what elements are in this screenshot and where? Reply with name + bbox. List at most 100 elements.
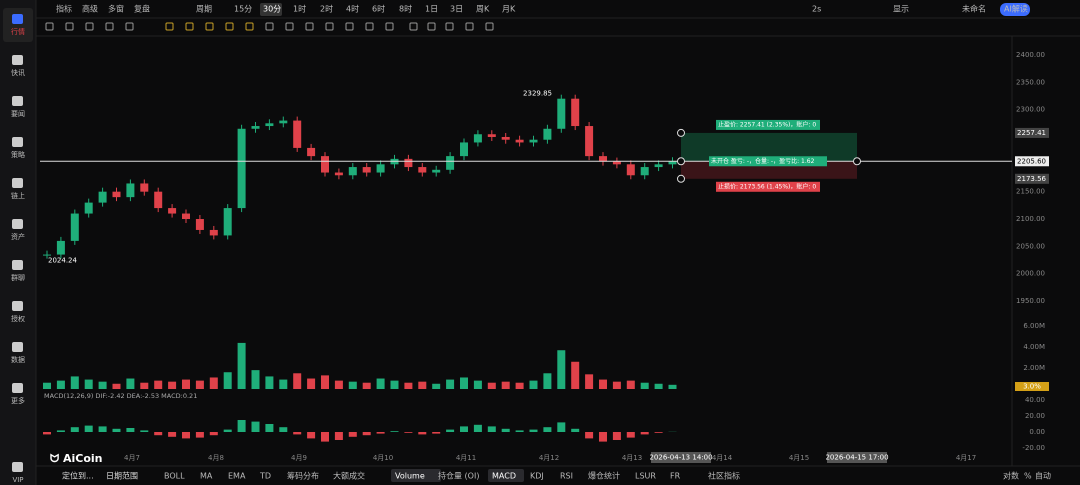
tool-icon[interactable] [165,22,174,31]
toolbar-right[interactable]: AI解读 [1004,4,1028,14]
period-button[interactable]: 1时 [293,4,306,14]
indicator-button[interactable]: FR [670,472,681,481]
macd-bar [557,422,566,432]
x-tick-label: 4月9 [291,454,307,462]
x-tick-label: 4月15 [789,454,809,462]
period-button[interactable]: 2时 [320,4,333,14]
volume-tick-label: 2.00M [1023,364,1045,372]
tool-icon[interactable] [125,22,134,31]
indicator-button[interactable]: BOLL [164,472,185,481]
sidebar-label[interactable]: 数据 [11,355,25,364]
x-tick-label: 4月12 [539,454,559,462]
indicator-button[interactable]: 筹码分布 [287,471,319,481]
tool-icon[interactable] [45,22,54,31]
tool-icon[interactable] [65,22,74,31]
indicator-button[interactable]: MA [200,472,213,481]
volume-bar [182,379,190,389]
indicator-button[interactable]: MACD [492,472,516,481]
axis-option[interactable]: % [1024,472,1032,481]
sidebar-label[interactable]: 行情 [11,27,25,36]
candle [640,167,649,176]
sidebar-icon [12,55,23,65]
sidebar-label[interactable]: 群聊 [11,273,25,282]
toolbar-right[interactable]: 2s [812,5,821,14]
toolbar-button[interactable]: 复盘 [134,4,150,14]
sidebar-label[interactable]: 资产 [11,232,25,241]
candle [362,167,371,173]
toolbar-right[interactable]: 显示 [893,5,909,14]
handle[interactable] [677,128,685,137]
indicator-button[interactable]: EMA [228,472,246,481]
indicator-button[interactable]: 大额成交 [333,471,365,481]
handle[interactable] [853,157,861,166]
active-indicator [391,469,441,482]
period-button[interactable]: 30分 [263,5,281,14]
tool-icon[interactable] [409,22,418,31]
y-tick-label: 2300.00 [1016,106,1045,114]
indicator-button[interactable]: Volume [395,472,425,481]
indicator-button[interactable]: RSI [560,472,573,481]
tool-icon[interactable] [485,22,494,31]
x-tick-label: 4月11 [456,454,476,462]
axis-option[interactable]: 自动 [1035,471,1051,481]
tool-icon[interactable] [285,22,294,31]
toolbar-button[interactable]: 指标 [56,4,72,14]
sidebar-label[interactable]: 更多 [11,396,25,405]
tool-icon[interactable] [85,22,94,31]
period-button[interactable]: 周K [476,5,490,14]
volume-bar [390,380,399,389]
toolbar-button[interactable]: 周期 [196,5,212,14]
toolbar-button[interactable]: 多窗 [108,4,124,14]
candle [154,191,163,209]
indicator-button[interactable]: TD [259,472,271,481]
sidebar-label[interactable]: 链上 [11,191,25,200]
period-button[interactable]: 6时 [372,4,385,14]
bottom-left[interactable]: 定位到... [62,471,94,481]
handle[interactable] [677,157,685,166]
y-tick-label: 2100.00 [1016,215,1045,223]
handle[interactable] [677,174,685,183]
indicator-button[interactable]: 社区指标 [708,471,740,481]
tool-icon[interactable] [185,22,194,31]
tool-icon[interactable] [105,22,114,31]
tool-icon[interactable] [325,22,334,31]
indicator-button[interactable]: LSUR [635,472,656,481]
volume-bar [640,382,649,389]
tool-icon[interactable] [245,22,254,31]
indicator-button[interactable]: KDJ [530,472,544,481]
tool-icon[interactable] [305,22,314,31]
tool-icon[interactable] [385,22,394,31]
period-button[interactable]: 8时 [399,4,412,14]
volume-bar [376,378,385,389]
sidebar-label[interactable]: VIP [12,476,23,484]
tool-icon[interactable] [225,22,234,31]
sidebar-label[interactable]: 要闻 [11,109,25,118]
toolbar-button[interactable]: 高级 [82,4,98,14]
tool-icon[interactable] [265,22,274,31]
axis-option[interactable]: 对数 [1003,471,1019,481]
candle [557,98,566,129]
sl-label: 止损价: 2173.56 (1.45%)，账户: 0 [718,182,816,190]
tool-icon[interactable] [365,22,374,31]
tool-icon[interactable] [205,22,214,31]
tool-icon[interactable] [445,22,454,31]
indicator-button[interactable]: 持仓量 (OI) [438,471,479,481]
bottom-left[interactable]: 日期范围 [106,471,138,481]
tool-icon[interactable] [427,22,436,31]
tool-icon[interactable] [465,22,474,31]
macd-bar [501,428,510,432]
period-button[interactable]: 1日 [425,5,438,14]
sidebar-label[interactable]: 快讯 [11,68,25,77]
tool-icon[interactable] [345,22,354,31]
sidebar-label[interactable]: 策略 [11,150,25,159]
period-button[interactable]: 4时 [346,4,359,14]
indicator-button[interactable]: 爆仓统计 [588,471,620,481]
period-button[interactable]: 月K [502,5,516,14]
crosshair-box [651,452,711,463]
sidebar-label[interactable]: 授权 [11,314,25,323]
period-button[interactable]: 15分 [234,5,252,14]
sidebar-icon [12,96,23,106]
toolbar-right[interactable]: 未命名 [962,4,986,14]
period-button[interactable]: 3日 [450,5,463,14]
macd-bar [362,432,371,436]
